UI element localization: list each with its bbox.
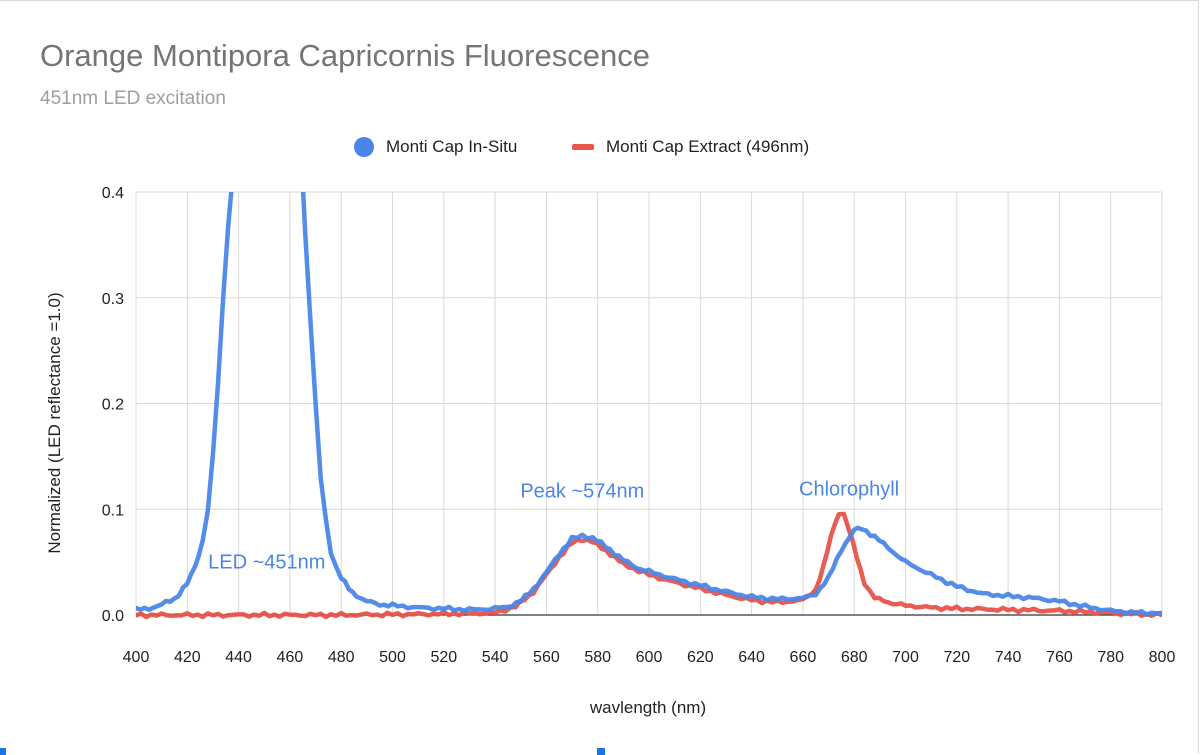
x-tick-label: 760 (1046, 649, 1073, 666)
x-tick-label: 400 (123, 649, 150, 666)
chart-title: Orange Montipora Capricornis Fluorescenc… (40, 38, 650, 73)
x-tick-label: 560 (533, 649, 560, 666)
y-tick-label: 0.1 (102, 502, 124, 519)
x-tick-label: 740 (995, 649, 1022, 666)
x-tick-label: 620 (687, 649, 714, 666)
x-tick-label: 420 (174, 649, 201, 666)
x-tick-label: 680 (841, 649, 868, 666)
legend-label-in-situ: Monti Cap In-Situ (386, 137, 518, 156)
x-tick-label: 640 (738, 649, 765, 666)
legend-label-extract: Monti Cap Extract (496nm) (606, 137, 810, 156)
y-tick-label: 0.3 (102, 291, 124, 308)
x-tick-label: 580 (584, 649, 611, 666)
annotation-label: Peak ~574nm (520, 481, 644, 503)
x-tick-label: 660 (790, 649, 817, 666)
x-tick-label: 440 (225, 649, 252, 666)
x-tick-label: 600 (636, 649, 663, 666)
legend-line-icon (572, 144, 594, 150)
y-tick-label: 0.4 (102, 185, 124, 202)
annotations: LED ~451nm Peak ~574nm Chlorophyll (208, 479, 899, 574)
y-tick-label: 0.0 (102, 608, 124, 625)
y-tick-label: 0.2 (102, 397, 124, 414)
chart-subtitle: 451nm LED excitation (40, 88, 226, 109)
x-tick-label: 780 (1097, 649, 1124, 666)
series-line-extract[interactable] (136, 511, 1162, 620)
x-tick-label: 540 (482, 649, 509, 666)
legend-item-extract[interactable]: Monti Cap Extract (496nm) (572, 134, 809, 160)
annotation-label: LED ~451nm (208, 551, 325, 573)
x-tick-label: 720 (943, 649, 970, 666)
x-tick-label: 480 (328, 649, 355, 666)
series-line-in-situ[interactable] (136, 180, 1162, 617)
legend-circle-icon (354, 137, 374, 157)
legend-item-in-situ[interactable]: Monti Cap In-Situ (354, 134, 517, 160)
x-tick-label: 500 (379, 649, 406, 666)
series-lines (136, 180, 1162, 620)
selection-handle-center[interactable] (597, 748, 605, 755)
axis-ticks: 400 420 440 460 480 500 520 540 560 580 600 620 640 6… (102, 185, 1176, 666)
x-tick-label: 700 (892, 649, 919, 666)
x-axis-title: wavlength (nm) (589, 698, 707, 717)
selection-handle-left[interactable] (0, 748, 6, 755)
annotation-label: Chlorophyll (799, 479, 899, 501)
x-tick-label: 520 (430, 649, 457, 666)
legend: Monti Cap In-Situ Monti Cap Extract (496… (0, 134, 1200, 160)
x-tick-label: 800 (1149, 649, 1176, 666)
x-tick-label: 460 (277, 649, 304, 666)
